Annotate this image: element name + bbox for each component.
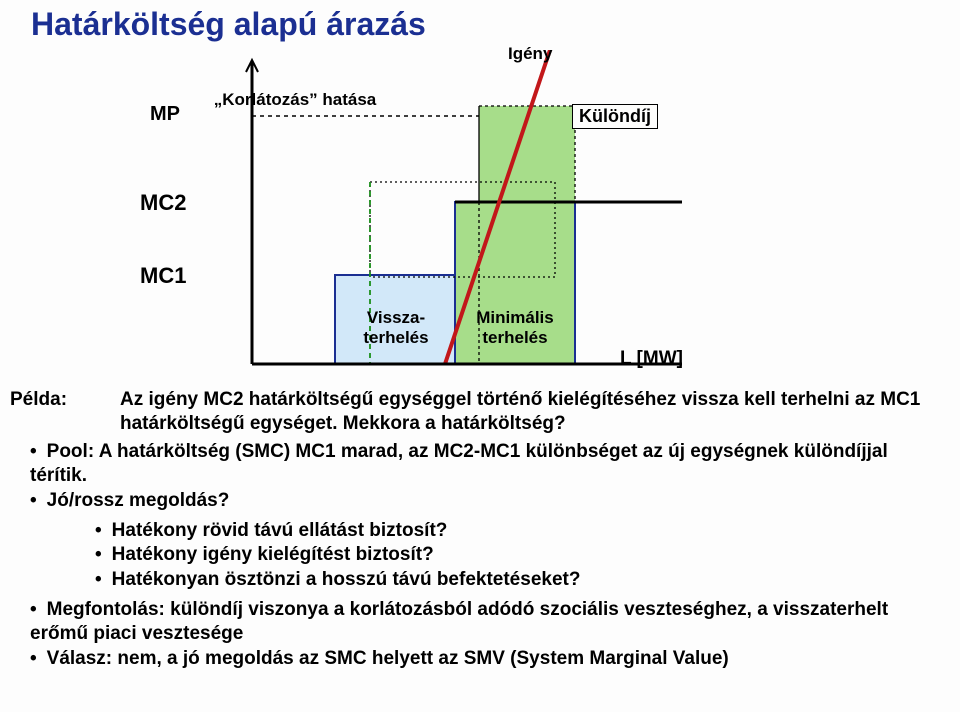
igeny-label: Igény — [508, 44, 552, 64]
bullet-pool: Pool: A határköltség (SMC) MC1 marad, az… — [30, 440, 950, 489]
min-label: Minimális terhelés — [460, 308, 570, 347]
bullet-list-2: Megfontolás: különdíj viszonya a korláto… — [30, 598, 950, 671]
mp-label: MP — [150, 103, 180, 126]
mc2-label: MC2 — [140, 190, 186, 216]
mc1-label: MC1 — [140, 263, 186, 289]
bullet-megfontolas: Megfontolás: különdíj viszonya a korláto… — [30, 598, 950, 647]
pelda-text: Az igény MC2 határköltségű egységgel tör… — [120, 388, 950, 437]
pricing-diagram: MP MC2 MC1 L [MW] „Korlátozás” hatása Ig… — [30, 50, 730, 380]
bullet-list: Pool: A határköltség (SMC) MC1 marad, az… — [30, 440, 950, 513]
korlatozas-label: „Korlátozás” hatása — [210, 90, 380, 110]
page-title: Határköltség alapú árazás — [31, 6, 426, 43]
sub-bullet-3: Hatékonyan ösztönzi a hosszú távú befekt… — [95, 568, 945, 592]
sub-bullet-list: Hatékony rövid távú ellátást biztosít? H… — [95, 519, 945, 592]
bullet-valasz: Válasz: nem, a jó megoldás az SMC helyet… — [30, 647, 950, 671]
vissza-label: Vissza- terhelés — [341, 308, 451, 347]
sub-bullet-2: Hatékony igény kielégítést biztosít? — [95, 543, 945, 567]
sub-bullet-1: Hatékony rövid távú ellátást biztosít? — [95, 519, 945, 543]
x-axis-label: L [MW] — [620, 348, 683, 370]
pelda-label: Példa: — [10, 388, 120, 412]
bullet-jorossz: Jó/rossz megoldás? — [30, 489, 950, 513]
kulondij-label: Különdíj — [572, 104, 658, 129]
